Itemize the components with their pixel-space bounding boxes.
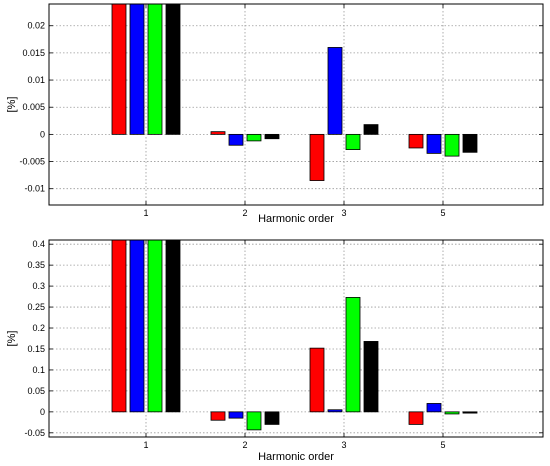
y-tick-label: 0.4 — [32, 239, 45, 249]
y-axis: -0.05 0 0.05 0.1 0.15 0.2 0.25 0.3 0.35 0.4 — [24, 239, 543, 438]
y-tick-label: 0.3 — [32, 281, 45, 291]
bar — [462, 411, 478, 414]
bar — [363, 341, 379, 413]
bar — [327, 47, 343, 135]
plot-frame — [48, 239, 544, 438]
bar — [264, 411, 280, 425]
bar — [165, 3, 181, 135]
y-tick-label: 0.05 — [27, 386, 45, 396]
bar — [408, 411, 424, 425]
bars — [111, 239, 478, 431]
x-axis: 1 2 3 5 — [143, 240, 446, 450]
bar — [147, 239, 163, 413]
x-tick-label: 5 — [440, 440, 445, 450]
bar — [426, 133, 442, 154]
bar — [129, 3, 145, 135]
bar — [363, 124, 379, 135]
bar — [264, 133, 280, 140]
x-tick-label: 2 — [242, 440, 247, 450]
x-axis: 1 2 3 5 — [143, 4, 446, 218]
bar — [444, 133, 460, 157]
bar — [345, 297, 361, 413]
y-tick-label: -0.05 — [24, 428, 45, 438]
y-axis: -0.01 -0.005 0 0.005 0.01 0.015 0.02 — [19, 21, 543, 194]
y-tick-label: 0.35 — [27, 260, 45, 270]
bar — [309, 347, 325, 413]
bar — [327, 409, 343, 413]
y-tick-label: 0 — [40, 129, 45, 139]
bars — [111, 3, 478, 181]
y-tick-label: 0.15 — [27, 344, 45, 354]
bar — [165, 239, 181, 413]
bar — [228, 411, 244, 419]
bar — [129, 239, 145, 413]
y-tick-label: 0 — [40, 407, 45, 417]
bar — [111, 239, 127, 413]
y-axis-label: [%] — [6, 331, 18, 347]
bar — [228, 133, 244, 146]
bar — [309, 133, 325, 181]
y-tick-label: 0.005 — [22, 102, 45, 112]
grid — [49, 240, 543, 437]
y-tick-label: 0.1 — [32, 365, 45, 375]
y-tick-label: 0.015 — [22, 48, 45, 58]
x-tick-label: 5 — [440, 208, 445, 218]
x-tick-label: 2 — [242, 208, 247, 218]
x-axis-label: Harmonic order — [258, 213, 334, 225]
x-tick-label: 1 — [143, 208, 148, 218]
bar — [462, 133, 478, 153]
bar — [408, 133, 424, 149]
bar — [111, 3, 127, 135]
bar — [246, 411, 262, 431]
bar — [345, 133, 361, 150]
bar — [210, 131, 226, 135]
x-tick-label: 1 — [143, 440, 148, 450]
x-tick-label: 3 — [341, 208, 346, 218]
x-tick-label: 3 — [341, 440, 346, 450]
x-axis-label: Harmonic order — [258, 451, 334, 463]
plot-frame — [48, 3, 544, 206]
y-tick-label: 0.02 — [27, 21, 45, 31]
bar — [444, 411, 460, 415]
y-tick-label: -0.005 — [19, 157, 45, 167]
y-tick-label: -0.01 — [24, 184, 45, 194]
chart-top: -0.01 -0.005 0 0.005 0.01 0.015 0.02 1 2 3 5 Harmon… — [6, 3, 544, 225]
bar — [210, 411, 226, 421]
bar — [147, 3, 163, 135]
y-tick-label: 0.25 — [27, 302, 45, 312]
bar — [246, 133, 262, 142]
chart-bottom: -0.05 0 0.05 0.1 0.15 0.2 0.25 0.3 0.35 0.4 1 2 3 5 Ha… — [6, 239, 544, 463]
bar — [426, 403, 442, 413]
y-tick-label: 0.01 — [27, 75, 45, 85]
y-tick-label: 0.2 — [32, 323, 45, 333]
y-axis-label: [%] — [6, 97, 18, 113]
